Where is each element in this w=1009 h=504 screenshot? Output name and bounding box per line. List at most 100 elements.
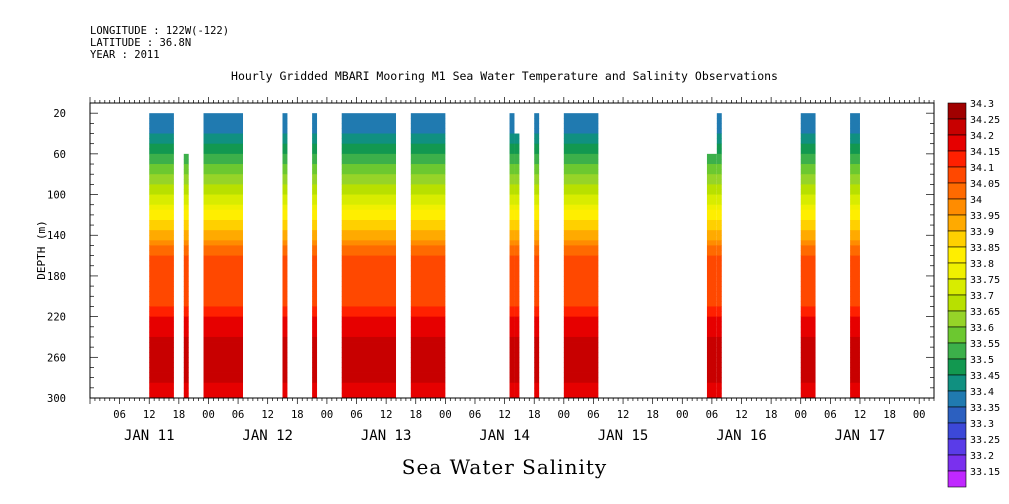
day-label: JAN 14 xyxy=(479,428,530,444)
data-cell xyxy=(706,230,717,236)
data-cell xyxy=(509,306,515,312)
data-cell xyxy=(341,382,397,389)
colorbar-swatch xyxy=(947,246,967,264)
data-cell xyxy=(514,321,520,328)
data-cell xyxy=(410,306,446,312)
x-tick-label: 00 xyxy=(913,409,926,421)
data-cell xyxy=(706,169,717,175)
data-cell xyxy=(410,214,446,221)
x-tick-label: 06 xyxy=(824,409,837,421)
data-cell xyxy=(509,255,515,262)
data-cell xyxy=(183,275,189,282)
data-cell xyxy=(410,148,446,155)
data-cell xyxy=(282,331,288,338)
x-tick-label: 00 xyxy=(794,409,807,421)
data-cell xyxy=(563,189,599,195)
data-cell xyxy=(850,291,860,297)
data-cell xyxy=(282,113,288,119)
data-cell xyxy=(716,250,722,256)
data-cell xyxy=(509,153,515,160)
data-cell xyxy=(312,306,318,312)
data-cell xyxy=(203,270,244,277)
data-cell xyxy=(149,174,174,180)
data-cell xyxy=(509,209,515,216)
data-cell xyxy=(534,209,540,216)
data-cell xyxy=(183,230,189,236)
data-cell xyxy=(514,311,520,318)
data-cell xyxy=(514,260,520,267)
data-cell xyxy=(716,316,722,323)
data-cell xyxy=(716,367,722,373)
data-cell xyxy=(203,230,244,236)
day-label: JAN 13 xyxy=(361,428,412,444)
data-cell xyxy=(509,230,515,236)
data-cell xyxy=(282,286,288,292)
data-cell xyxy=(706,342,717,348)
plot-frame xyxy=(89,102,935,399)
data-cell xyxy=(850,372,860,379)
colorbar-swatch xyxy=(947,150,967,168)
data-cell xyxy=(341,235,397,241)
data-cell xyxy=(850,113,860,119)
data-cell xyxy=(341,321,397,328)
data-cell xyxy=(800,199,816,206)
data-cell xyxy=(341,143,397,150)
data-cell xyxy=(183,164,189,170)
longitude-label: LONGITUDE : 122W(-122) xyxy=(90,25,230,37)
data-cell xyxy=(341,260,397,267)
data-cell xyxy=(563,194,599,201)
colorbar-swatch xyxy=(947,102,967,120)
colorbar-label: 33.3 xyxy=(970,419,994,430)
data-cell xyxy=(410,291,446,297)
data-cell xyxy=(716,260,722,267)
data-cell xyxy=(509,113,515,119)
data-cell xyxy=(341,347,397,353)
data-cell xyxy=(509,164,515,170)
data-cell xyxy=(341,230,397,236)
data-cell xyxy=(850,362,860,368)
data-cell xyxy=(183,336,189,343)
colorbar-label: 33.4 xyxy=(970,387,994,398)
data-cell xyxy=(183,281,189,287)
data-cell xyxy=(410,321,446,328)
data-cell xyxy=(312,235,318,241)
data-cell xyxy=(410,143,446,150)
data-cell xyxy=(341,387,397,394)
data-cell xyxy=(800,255,816,262)
data-cell xyxy=(534,326,540,333)
data-cell xyxy=(800,377,816,384)
data-cell xyxy=(509,219,515,226)
data-cell xyxy=(203,189,244,195)
data-cell xyxy=(800,219,816,226)
data-cell xyxy=(800,209,816,216)
data-cell xyxy=(341,158,397,165)
data-cell xyxy=(203,204,244,211)
x-tick-label: 00 xyxy=(676,409,689,421)
data-cell xyxy=(534,194,540,201)
data-cell xyxy=(282,189,288,195)
data-cell xyxy=(203,153,244,160)
data-cell xyxy=(410,250,446,256)
data-cell xyxy=(706,270,717,277)
data-cell xyxy=(282,128,288,134)
data-cell xyxy=(203,321,244,328)
data-cell xyxy=(800,362,816,368)
data-cell xyxy=(203,387,244,394)
data-cell xyxy=(203,219,244,226)
data-cell xyxy=(850,321,860,328)
data-cell xyxy=(509,347,515,353)
data-cell xyxy=(706,250,717,256)
data-cell xyxy=(850,296,860,302)
data-cell xyxy=(149,199,174,206)
data-cell xyxy=(706,357,717,363)
data-cell xyxy=(800,306,816,312)
data-cell xyxy=(514,235,520,241)
data-cell xyxy=(312,372,318,379)
data-cell xyxy=(850,250,860,256)
data-cell xyxy=(312,281,318,287)
data-cell xyxy=(312,316,318,323)
data-cell xyxy=(706,265,717,272)
colorbar-label: 33.15 xyxy=(970,467,1000,478)
data-cell xyxy=(282,255,288,262)
data-cell xyxy=(183,357,189,363)
